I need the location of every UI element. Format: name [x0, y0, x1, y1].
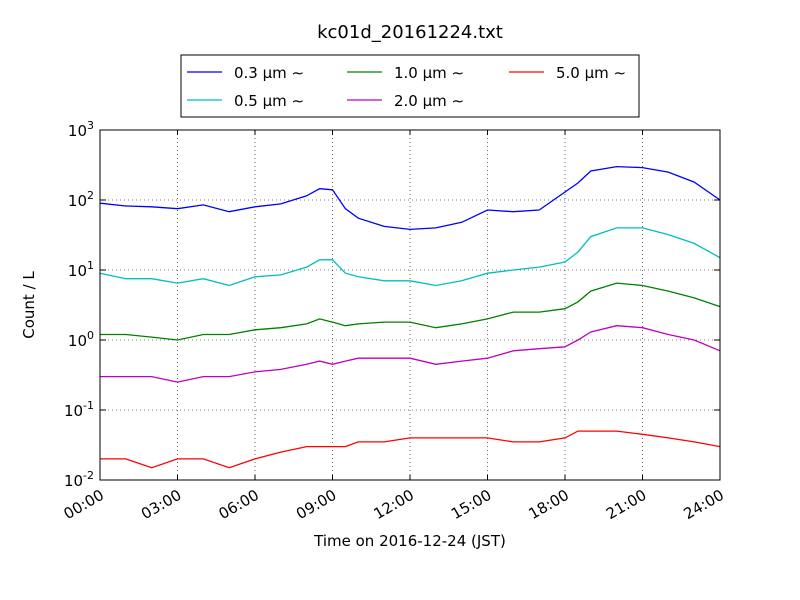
x-tick-label: 15:00: [448, 486, 494, 523]
x-tick-label: 21:00: [603, 486, 649, 523]
x-axis-label: Time on 2016-12-24 (JST): [313, 532, 506, 550]
legend-label: 1.0 μm ∼: [394, 64, 464, 82]
y-tick-label: 103: [68, 119, 94, 140]
legend-label: 0.5 μm ∼: [234, 92, 304, 110]
x-tick-label: 24:00: [681, 486, 727, 523]
series-line-3: [100, 282, 721, 341]
y-tick-label: 100: [68, 329, 94, 350]
series-line-2: [99, 227, 721, 287]
legend-label: 0.3 μm ∼: [234, 64, 304, 82]
y-tick-label: 10-1: [64, 399, 94, 420]
series-line-1: [99, 165, 721, 231]
legend: 0.3 μm ∼ 0.5 μm ∼ 1.0 μm ∼ 2.0 μm ∼ 5.0 μm ∼: [180, 54, 640, 118]
legend-box: [180, 54, 640, 118]
y-tick-label: 101: [68, 259, 94, 280]
plot-lines: [99, 165, 721, 469]
y-tick-label: 10-2: [64, 469, 94, 490]
grid: [100, 130, 720, 480]
x-tick-label: 06:00: [216, 486, 262, 523]
x-tick-label: 09:00: [293, 486, 339, 523]
legend-label: 2.0 μm ∼: [394, 92, 464, 110]
x-tick-label: 18:00: [526, 486, 572, 523]
series-line-5: [100, 430, 721, 469]
chart-title: kc01d_20161224.txt: [317, 22, 503, 43]
legend-label: 5.0 μm ∼: [556, 64, 626, 82]
y-tick-label: 102: [68, 189, 94, 210]
series-line-4: [100, 325, 721, 383]
y-axis-label: Count / L: [20, 271, 38, 339]
x-tick-label: 12:00: [371, 486, 417, 523]
x-tick-label: 00:00: [61, 486, 107, 523]
x-tick-label: 03:00: [138, 486, 184, 523]
ticks: 00:00 03:00 06:00 09:00 12:00 15:00 18:00 21:00…: [61, 119, 727, 523]
